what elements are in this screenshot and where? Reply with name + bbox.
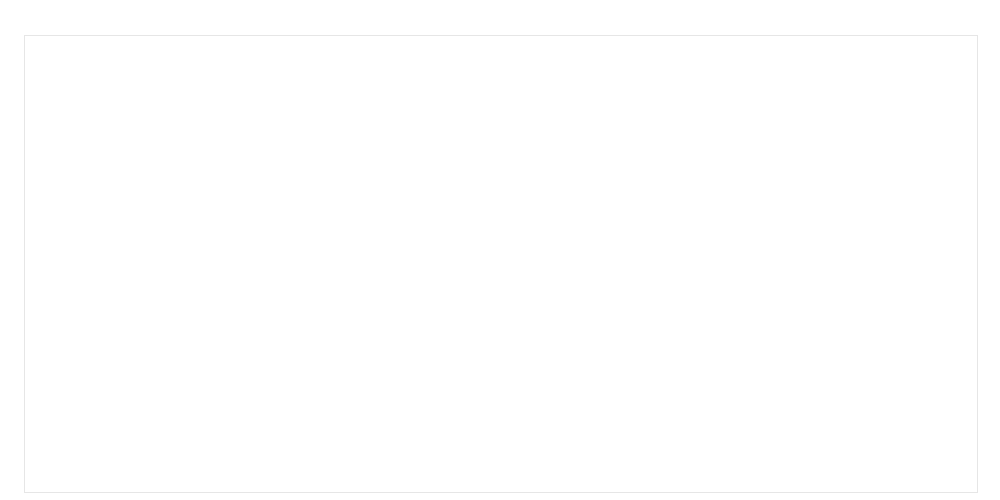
word-cloud-frame xyxy=(24,35,978,493)
word-cloud xyxy=(25,36,977,492)
